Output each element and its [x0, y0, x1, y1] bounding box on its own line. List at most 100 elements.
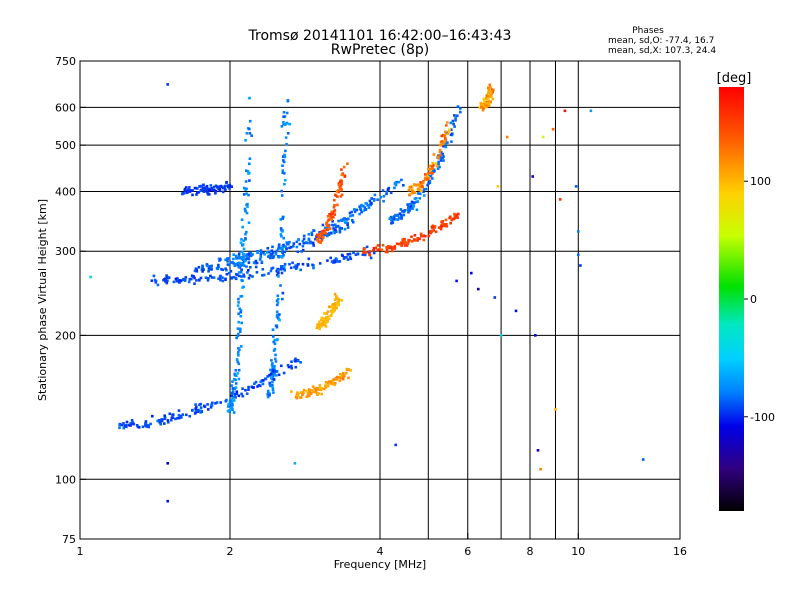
o-mode-point: [233, 392, 237, 396]
x-mode-point: [439, 153, 442, 157]
o-mode-point: [265, 251, 269, 254]
o-mode-point: [156, 419, 159, 423]
o-mode-point: [248, 157, 252, 160]
x-mode-point: [368, 253, 372, 257]
colorbar-tick-label: -100: [750, 411, 775, 424]
x-mode-point: [428, 171, 431, 175]
o-mode-point: [205, 184, 209, 188]
o-mode-point: [196, 410, 200, 413]
o-mode-point: [274, 353, 277, 357]
o-mode-point: [163, 422, 166, 425]
o-mode-point: [237, 252, 241, 255]
o-mode-point: [406, 208, 409, 212]
o-mode-point: [282, 111, 286, 114]
o-mode-point: [269, 269, 273, 273]
x-mode-point: [422, 180, 425, 183]
x-mode-point: [325, 384, 329, 388]
o-mode-point: [195, 193, 198, 196]
o-mode-point: [260, 260, 264, 264]
o-mode-point: [210, 186, 214, 190]
o-mode-point: [129, 422, 132, 425]
x-mode-point: [319, 388, 323, 392]
o-mode-point: [270, 249, 274, 252]
o-mode-point: [350, 210, 353, 214]
o-mode-point: [271, 365, 274, 368]
o-mode-point: [245, 230, 248, 234]
o-mode-point: [326, 259, 329, 262]
o-mode-point: [386, 188, 390, 191]
x-mode-point: [340, 299, 344, 302]
o-mode-point: [168, 412, 172, 416]
o-mode-point: [248, 119, 252, 123]
o-mode-point: [202, 183, 205, 187]
x-mode-point: [326, 310, 330, 313]
o-mode-point: [351, 219, 354, 222]
x-mode-point: [440, 140, 444, 143]
o-mode-point: [407, 210, 410, 214]
o-mode-point: [343, 227, 347, 231]
y-tick-label: 75: [62, 533, 76, 546]
o-mode-point: [308, 240, 312, 244]
o-mode-point: [281, 155, 285, 158]
x-mode-point: [315, 387, 319, 390]
x-mode-point: [450, 218, 454, 222]
o-mode-point: [422, 188, 426, 191]
o-mode-point: [273, 367, 276, 371]
x-mode-point: [337, 183, 341, 186]
o-mode-point: [179, 414, 182, 418]
o-mode-point: [276, 338, 279, 341]
y-tick-label: 100: [55, 473, 76, 486]
o-mode-point: [376, 198, 379, 201]
x-mode-point: [341, 172, 345, 175]
o-mode-point: [170, 418, 173, 422]
o-mode-point: [221, 268, 225, 272]
o-mode-point: [281, 229, 284, 232]
x-mode-point: [316, 238, 320, 242]
o-mode-point: [277, 247, 280, 251]
o-mode-point: [237, 332, 240, 336]
o-mode-point: [268, 381, 271, 385]
o-mode-point: [442, 144, 445, 148]
o-mode-point: [441, 152, 444, 156]
o-mode-point: [242, 193, 246, 196]
o-mode-point: [180, 416, 183, 419]
x-mode-point: [431, 165, 434, 168]
o-mode-point: [132, 422, 135, 426]
o-mode-point: [231, 387, 235, 390]
x-tick-label: 1: [77, 545, 84, 558]
o-mode-point: [239, 345, 243, 348]
o-mode-point: [277, 245, 281, 248]
x-mode-point: [489, 95, 493, 98]
o-mode-point: [177, 409, 181, 412]
o-mode-point: [175, 279, 178, 283]
o-mode-point: [125, 420, 129, 424]
o-mode-point: [196, 187, 199, 190]
x-mode-point: [335, 190, 339, 193]
x-mode-point: [408, 186, 412, 189]
o-mode-point: [301, 262, 305, 266]
o-mode-point: [247, 253, 251, 256]
sparse-point: [505, 135, 509, 139]
x-mode-point: [324, 381, 328, 384]
o-mode-point: [244, 188, 247, 191]
x-mode-point: [346, 368, 349, 372]
o-mode-point: [372, 251, 376, 255]
x-tick-label: 8: [527, 545, 534, 558]
o-mode-point: [217, 263, 220, 267]
o-mode-point: [186, 191, 189, 194]
o-mode-point: [210, 268, 213, 271]
sparse-point: [541, 135, 545, 139]
x-tick-label: 6: [464, 545, 471, 558]
o-mode-point: [328, 232, 331, 235]
o-mode-point: [207, 270, 210, 273]
o-mode-point: [206, 193, 210, 196]
x-mode-point: [319, 318, 323, 322]
o-mode-point: [294, 360, 297, 363]
o-mode-point: [206, 187, 209, 191]
o-mode-point: [236, 263, 240, 267]
o-mode-point: [336, 260, 339, 263]
x-mode-point: [343, 175, 347, 178]
x-mode-point: [328, 305, 331, 309]
sparse-point: [539, 467, 542, 471]
o-mode-point: [278, 313, 281, 316]
